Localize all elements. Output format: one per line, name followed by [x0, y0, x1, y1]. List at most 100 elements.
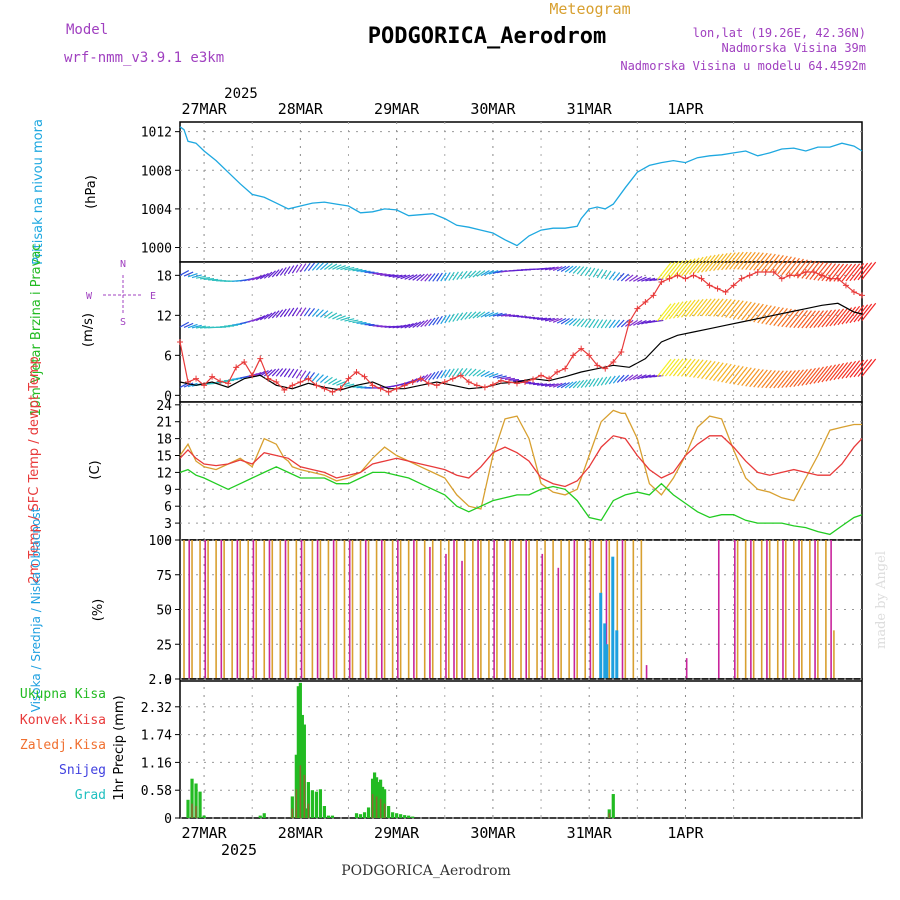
wind-barb [267, 270, 276, 279]
cloud-bar [215, 540, 217, 679]
conv-bar [379, 798, 382, 818]
wind-barb [705, 298, 720, 317]
gust-marker [666, 275, 673, 282]
conv-bar [291, 808, 294, 818]
wind-barb [745, 303, 760, 322]
wind-barb [628, 275, 638, 282]
gust-marker [241, 359, 248, 365]
pressure-line [179, 126, 863, 247]
precip-bar [262, 813, 266, 818]
wind-barb [324, 263, 333, 270]
compass-s: S [120, 317, 126, 328]
wind-barb [837, 361, 853, 380]
wind-barb [713, 252, 728, 271]
wind-barb [721, 252, 736, 271]
panel-frame [179, 678, 863, 819]
wind-barb [299, 263, 307, 273]
wind-barb [821, 263, 837, 282]
gust-marker [337, 385, 344, 392]
gust-marker [802, 269, 809, 275]
wind-ylabel: (m/s) [81, 313, 96, 347]
wind-barb [340, 265, 351, 271]
cloud-bar [541, 553, 544, 679]
wind-barb [853, 262, 869, 281]
gust-marker [369, 382, 376, 389]
wind-barb [191, 324, 202, 329]
precip-bar [314, 791, 318, 818]
y-tick-label: 6 [164, 500, 172, 515]
gust-marker [233, 364, 240, 371]
y-tick-label: 0 [164, 534, 172, 549]
precip-bar [202, 815, 206, 818]
cloud-bar [768, 540, 771, 679]
wind-title: 10m Vjetar Brzina i Pravac [29, 244, 44, 417]
cloud-bar [809, 540, 811, 679]
wind-barb [400, 274, 411, 280]
gust-marker [297, 379, 304, 385]
cloud-bar [584, 540, 586, 679]
wind-barb [424, 318, 432, 327]
cloud-bar [247, 540, 249, 679]
wind-barb [564, 381, 574, 389]
cloud-bar [608, 540, 611, 679]
wind-barb [753, 369, 768, 388]
wind-barb [564, 318, 574, 326]
wind-barb [624, 274, 634, 282]
conv-bar [375, 796, 378, 818]
footer-station: PODGORICA_Aerodrom [341, 863, 511, 879]
wind-barb [568, 318, 578, 326]
wind-barb [436, 315, 443, 325]
sfc-temp-line [179, 409, 862, 510]
gust-marker [730, 282, 737, 289]
wind-barb [672, 259, 688, 278]
wind-barb [660, 261, 676, 280]
pressure-ylabel: (hPa) [84, 175, 99, 209]
cloud-panel: 100 75 50 25 0 [149, 534, 863, 688]
cloud-bar [599, 592, 603, 679]
cloud-bar [536, 540, 538, 679]
top-day-labels: 27MAR 28MAR 29MAR 30MAR 31MAR 1APR [181, 100, 704, 118]
wind-barb [608, 319, 616, 329]
panel-frame [179, 261, 863, 403]
gust-marker [818, 272, 825, 279]
day-label-top: 29MAR [374, 100, 420, 118]
wind-barb [504, 377, 515, 381]
gust-marker [265, 375, 272, 382]
wind-barb [452, 271, 459, 281]
wind-barb [656, 303, 672, 322]
wind-barb [620, 374, 630, 383]
wind-barb [765, 254, 780, 273]
gust-marker [385, 389, 392, 395]
wind-barb [556, 317, 567, 324]
wind-barb [596, 377, 604, 387]
wind-barb [596, 319, 604, 329]
wind-barb [352, 320, 363, 324]
wind-barb [199, 276, 211, 280]
cloud-bar [415, 540, 418, 679]
y-tick-label: 75 [156, 569, 172, 584]
wind-barb [676, 358, 692, 377]
wind-barb [641, 277, 651, 282]
gust-marker [425, 380, 432, 387]
wind-barb [709, 298, 724, 317]
y-tick-label: 6 [164, 349, 172, 364]
wind-barb [204, 278, 215, 281]
cloud-bar [231, 540, 233, 679]
y-tick-label: 1.74 [141, 729, 172, 744]
wind-barb [600, 376, 608, 386]
wind-barb [701, 298, 716, 317]
wind-barb [693, 359, 708, 378]
wind-barb [344, 266, 355, 271]
wind-barb [789, 369, 804, 388]
wind-barb [797, 368, 812, 387]
cloud-bar [624, 540, 627, 679]
y-tick-label: 1012 [141, 126, 172, 141]
wind-barb [741, 302, 756, 321]
precip-bar [354, 813, 359, 818]
wind-barb [637, 319, 647, 326]
wind-barb [769, 370, 784, 389]
wind-barb [552, 317, 563, 323]
wind-barb [653, 319, 664, 323]
cloud-bar [557, 567, 560, 679]
